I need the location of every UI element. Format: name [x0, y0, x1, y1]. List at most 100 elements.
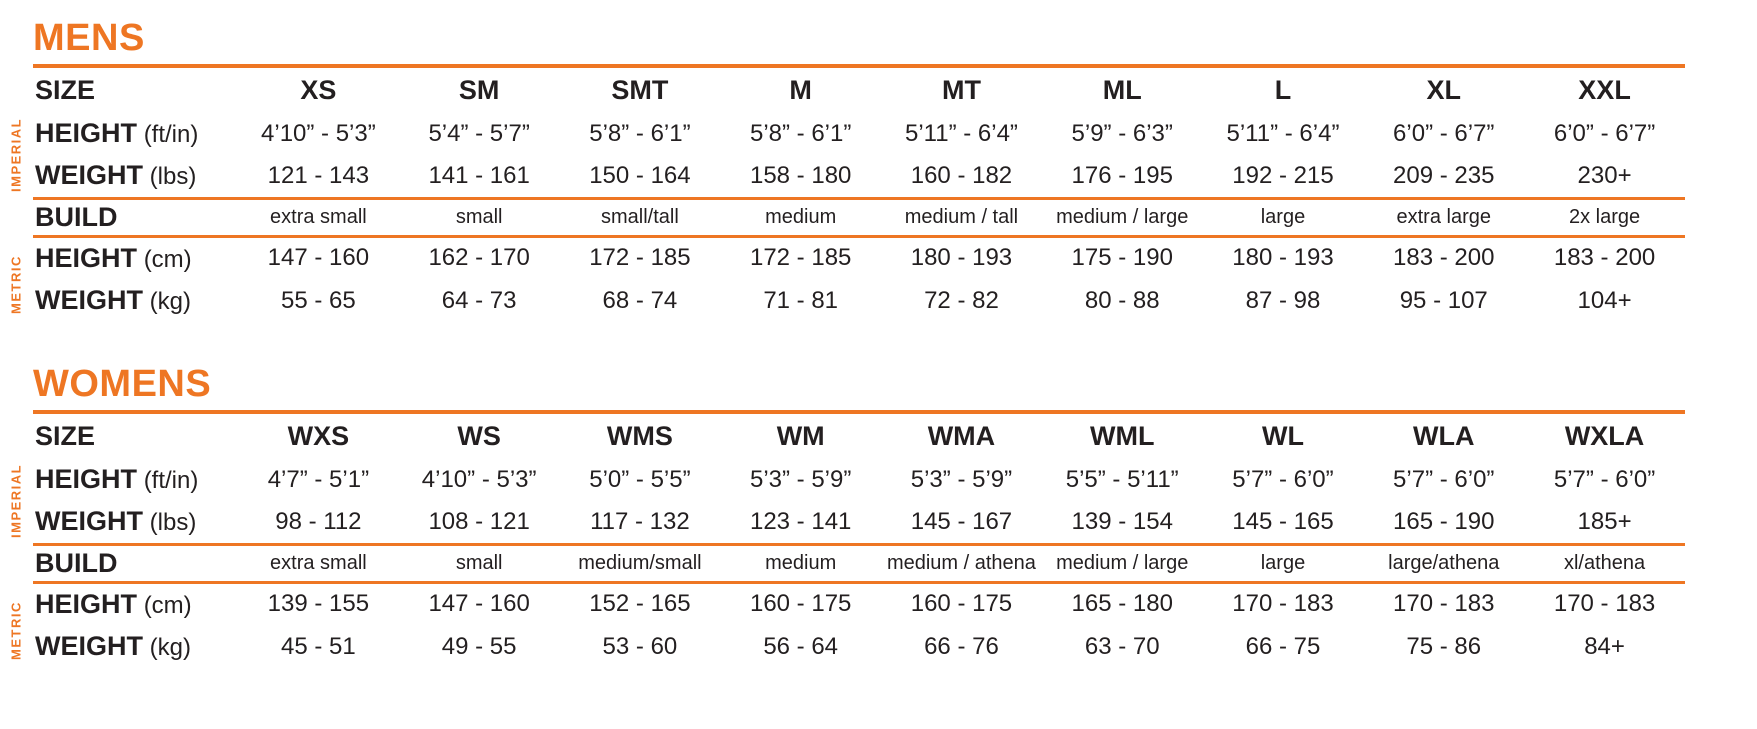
cell: 4’7” - 5’1” [267, 465, 370, 493]
cell: 117 - 132 [590, 507, 690, 535]
cell: medium / large [1041, 542, 1203, 584]
cell: 5’8” - 6’1” [589, 119, 691, 147]
row-label: WEIGHT (lbs) [33, 155, 238, 198]
cell: 71 - 81 [763, 286, 839, 314]
row-label-name: WEIGHT [35, 160, 143, 191]
cell: medium / athena [881, 542, 1042, 584]
cell: small [398, 196, 560, 238]
row-label: WEIGHT (kg) [33, 279, 238, 322]
cell: 160 - 182 [910, 161, 1013, 189]
cell: large/athena [1363, 542, 1525, 584]
cell: 53 - 60 [602, 632, 678, 660]
cell: 147 - 160 [267, 244, 370, 272]
row-label-unit: (lbs) [149, 163, 197, 191]
title-rule [33, 410, 1685, 414]
cell: 4’10” - 5’3” [421, 465, 537, 493]
cell: 160 - 175 [910, 590, 1013, 618]
cell: 68 - 74 [602, 286, 678, 314]
cell: 141 - 161 [428, 161, 530, 189]
cell: 80 - 88 [1084, 286, 1160, 314]
row-label-unit: (ft/in) [143, 121, 199, 148]
womens-height-imperial-row: HEIGHT (ft/in) 4’7” - 5’1” 4’10” - 5’3” … [33, 458, 1685, 501]
imperial-group-label-text: IMPERIAL [8, 463, 24, 539]
cell: 147 - 160 [428, 590, 530, 618]
cell: 2x large [1524, 196, 1685, 238]
cell: 170 - 183 [1232, 590, 1334, 618]
row-label-unit: (cm) [143, 245, 192, 273]
cell: 108 - 121 [428, 507, 530, 535]
mens-section-title: MENS [33, 17, 145, 59]
imperial-group-label: IMPERIAL [3, 112, 29, 198]
cell: 150 - 164 [589, 161, 691, 189]
cell: 172 - 185 [589, 244, 691, 272]
cell: 56 - 64 [763, 632, 839, 660]
row-label-name: HEIGHT [35, 118, 138, 148]
row-label: HEIGHT (cm) [33, 582, 238, 625]
column-header: MT [941, 74, 981, 105]
cell: 165 - 190 [1393, 507, 1495, 535]
cell: 49 - 55 [441, 632, 517, 660]
cell: 183 - 200 [1393, 244, 1495, 272]
title-rule [33, 64, 1685, 68]
cell: 5’9” - 6’3” [1071, 119, 1173, 147]
cell: 152 - 165 [589, 590, 691, 618]
cell: 176 - 195 [1071, 161, 1173, 189]
cell: 160 - 175 [749, 590, 852, 618]
row-label-unit: (kg) [149, 634, 192, 661]
column-header: WM [776, 420, 825, 451]
column-header: WMS [606, 420, 673, 451]
cell: 192 - 215 [1232, 161, 1334, 189]
womens-size-table: SIZE WXS WS WMS WM WMA WML WL WLA WXLA H… [33, 414, 1685, 668]
cell: small/tall [559, 196, 721, 238]
row-label: BUILD [33, 196, 238, 238]
cell: 5’8” - 6’1” [749, 119, 852, 147]
column-header: WXLA [1564, 420, 1645, 451]
cell: 63 - 70 [1084, 632, 1160, 660]
cell: extra small [238, 542, 399, 584]
cell: 5’11” - 6’4” [904, 119, 1018, 147]
cell: 5’0” - 5’5” [589, 465, 691, 493]
cell: 5’7” - 6’0” [1232, 465, 1334, 493]
womens-weight-imperial-row: WEIGHT (lbs) 98 - 112 108 - 121 117 - 13… [33, 501, 1685, 544]
size-corner-label: SIZE [35, 74, 96, 105]
womens-build-row: BUILD extra small small medium/small med… [33, 542, 1685, 584]
row-label: WEIGHT (kg) [33, 625, 238, 668]
cell: large [1202, 542, 1364, 584]
cell: 87 - 98 [1245, 286, 1321, 314]
column-header: XXL [1578, 74, 1631, 105]
row-label-name: BUILD [35, 201, 118, 232]
cell: 72 - 82 [924, 286, 999, 314]
cell: 209 - 235 [1393, 161, 1495, 189]
womens-section: IMPERIAL METRIC WOMENS SIZE WXS WS WMS W… [9, 362, 1685, 668]
row-label-name: HEIGHT [35, 464, 138, 494]
row-label-unit: (kg) [149, 288, 192, 315]
cell: small [398, 542, 560, 584]
row-label-unit: (ft/in) [143, 467, 199, 494]
cell: 183 - 200 [1553, 244, 1656, 272]
cell: 180 - 193 [910, 244, 1013, 272]
cell: extra small [238, 196, 399, 238]
cell: 66 - 76 [924, 632, 999, 660]
imperial-group-label: IMPERIAL [3, 458, 29, 544]
metric-group-label-text: METRIC [8, 601, 24, 661]
size-corner-label: SIZE [35, 420, 96, 451]
column-header: SM [458, 74, 500, 105]
cell: 145 - 167 [910, 507, 1013, 535]
row-label-name: WEIGHT [35, 631, 143, 661]
womens-weight-metric-row: WEIGHT (kg) 45 - 51 49 - 55 53 - 60 56 -… [33, 625, 1685, 668]
column-header: WML [1089, 420, 1155, 451]
cell: 5’11” - 6’4” [1226, 119, 1340, 147]
row-label: HEIGHT (ft/in) [33, 112, 238, 155]
row-label-name: WEIGHT [35, 285, 143, 315]
cell: 6’0” - 6’7” [1553, 119, 1656, 147]
column-header: WL [1261, 420, 1304, 451]
row-label-unit: (cm) [143, 591, 192, 619]
cell: 104+ [1577, 286, 1632, 314]
cell: 84+ [1584, 632, 1625, 660]
cell: 98 - 112 [275, 507, 362, 535]
mens-size-table: SIZE XS SM SMT M MT ML L XL XXL HEIGHT (… [33, 68, 1685, 322]
row-label: WEIGHT (lbs) [33, 501, 238, 544]
mens-size-header-row: SIZE XS SM SMT M MT ML L XL XXL [33, 68, 1685, 112]
column-header: M [789, 74, 812, 105]
